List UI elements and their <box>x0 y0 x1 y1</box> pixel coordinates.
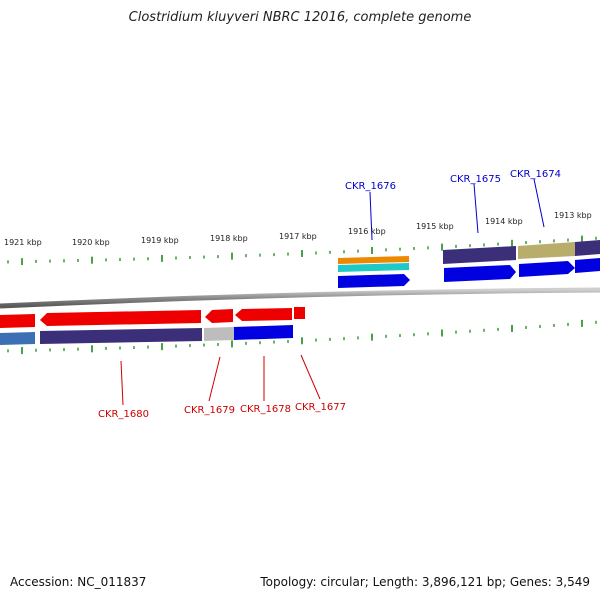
reverse-gene-arrow[interactable] <box>40 310 201 326</box>
gene-label-ckr-1674[interactable]: CKR_1674 <box>510 169 561 180</box>
forward-gene-arrow[interactable] <box>338 274 410 288</box>
kbp-label: 1919 kbp <box>141 236 179 245</box>
gene-labels: CKR_1676 CKR_1675 CKR_1674 CKR_1680 CKR_… <box>98 169 561 420</box>
reverse-features <box>0 307 305 345</box>
forward-gene-arrow[interactable] <box>444 265 516 282</box>
kbp-labels: 1921 kbp 1920 kbp 1919 kbp 1918 kbp 1917… <box>4 211 592 247</box>
cds-feature-orange[interactable] <box>338 256 409 264</box>
genome-backbone <box>0 287 600 309</box>
reverse-gene-arrow[interactable] <box>294 307 305 319</box>
leader-line-ckr-1674 <box>533 178 545 228</box>
gene-label-ckr-1678[interactable]: CKR_1678 <box>240 404 291 415</box>
forward-gene-arrow[interactable] <box>519 261 575 277</box>
kbp-label: 1918 kbp <box>210 234 248 243</box>
kbp-label: 1917 kbp <box>279 232 317 241</box>
cds-feature-purple[interactable] <box>40 328 202 344</box>
genome-summary: Topology: circular; Length: 3,896,121 bp… <box>260 575 590 589</box>
leader-line-ckr-1680 <box>120 360 124 406</box>
top-tick-track <box>7 235 597 266</box>
leader-line-ckr-1676 <box>369 191 373 241</box>
kbp-label: 1916 kbp <box>348 227 386 236</box>
gene-label-ckr-1676[interactable]: CKR_1676 <box>345 181 396 192</box>
reverse-gene-arrow[interactable] <box>235 308 292 321</box>
kbp-label: 1913 kbp <box>554 211 592 220</box>
kbp-label: 1915 kbp <box>416 222 454 231</box>
genome-title: Clostridium kluyveri NBRC 12016, complet… <box>128 10 472 25</box>
gene-label-ckr-1679[interactable]: CKR_1679 <box>184 405 235 416</box>
cds-feature-purple[interactable] <box>443 246 516 264</box>
leader-line-ckr-1675 <box>473 183 479 234</box>
leader-line-ckr-1677 <box>300 354 321 400</box>
gene-label-ckr-1680[interactable]: CKR_1680 <box>98 409 149 420</box>
leader-line-ckr-1679 <box>208 356 221 402</box>
gene-label-ckr-1675[interactable]: CKR_1675 <box>450 174 501 185</box>
reverse-gene-arrow[interactable] <box>0 314 35 328</box>
cds-feature-purple[interactable] <box>575 240 600 256</box>
accession-label: Accession: NC_011837 <box>10 575 147 589</box>
bottom-tick-track <box>7 319 597 355</box>
kbp-label: 1914 kbp <box>485 217 523 226</box>
cds-feature-gray[interactable] <box>204 327 234 341</box>
cds-feature-cyan[interactable] <box>338 263 409 272</box>
cds-feature-khaki[interactable] <box>518 242 575 259</box>
gene-label-ckr-1677[interactable]: CKR_1677 <box>295 402 346 413</box>
reverse-gene-arrow[interactable] <box>205 309 233 323</box>
forward-gene-arrow[interactable] <box>575 258 600 273</box>
kbp-label: 1920 kbp <box>72 238 110 247</box>
forward-features <box>338 240 600 288</box>
cds-feature-blue[interactable] <box>234 325 293 340</box>
kbp-label: 1921 kbp <box>4 238 42 247</box>
label-leaders <box>120 178 545 406</box>
cds-feature-steelblue[interactable] <box>0 332 35 345</box>
